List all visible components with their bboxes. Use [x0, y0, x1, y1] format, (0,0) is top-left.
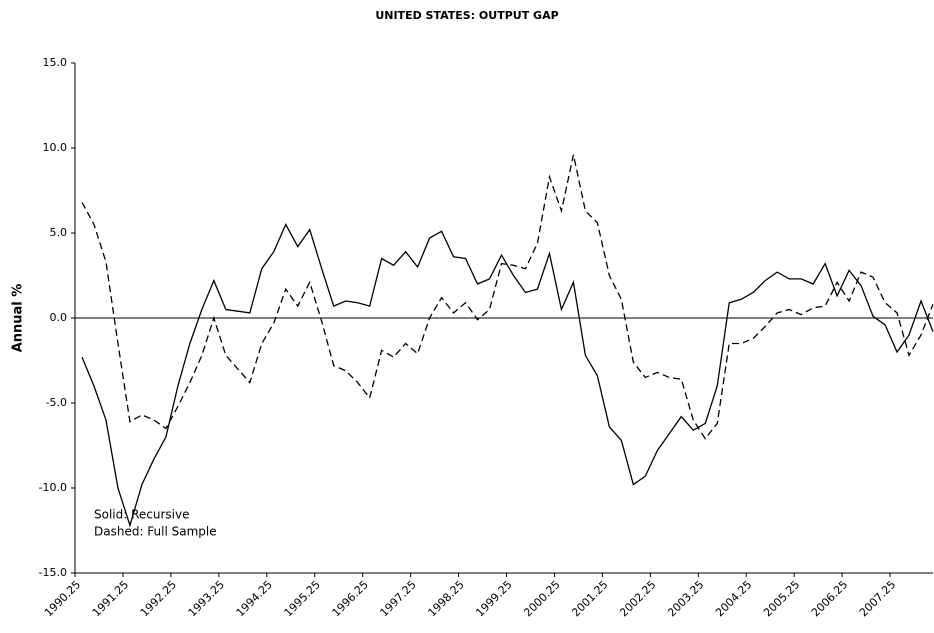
x-tick-label: 2006.25 [809, 578, 850, 619]
chart-title: UNITED STATES: OUTPUT GAP [375, 9, 558, 22]
y-tick-label: -10.0 [39, 481, 67, 494]
x-tick-label: 1996.25 [330, 578, 371, 619]
x-tick-label: 2005.25 [761, 578, 802, 619]
x-tick-label: 1993.25 [186, 578, 227, 619]
x-tick-label: 1991.25 [90, 578, 131, 619]
y-axis-label: Annual % [11, 284, 26, 353]
line-series [81, 223, 934, 528]
x-tick-label: 1995.25 [282, 578, 323, 619]
x-tick-label: 1999.25 [473, 578, 514, 619]
x-tick-label: 1992.25 [138, 578, 179, 619]
x-tick-label: 1990.25 [42, 578, 83, 619]
y-tick-label: -15.0 [39, 566, 67, 579]
x-tick-label: 1998.25 [425, 578, 466, 619]
y-tick-label: -5.0 [46, 396, 67, 409]
y-tick-label: 15.0 [43, 56, 68, 69]
annotation: Solid: Recursive [94, 508, 190, 522]
x-tick-label: 2003.25 [665, 578, 706, 619]
y-tick-label: 10.0 [43, 141, 68, 154]
x-tick-label: 2002.25 [617, 578, 658, 619]
x-tick-label: 1997.25 [377, 578, 418, 619]
x-tick-label: 2004.25 [713, 578, 754, 619]
y-tick-label: 5.0 [50, 226, 68, 239]
annotation: Dashed: Full Sample [94, 525, 217, 539]
y-tick-label: 0.0 [50, 311, 68, 324]
x-tick-label: 2007.25 [857, 578, 898, 619]
x-tick-label: 1994.25 [234, 578, 275, 619]
x-tick-label: 2000.25 [521, 578, 562, 619]
x-tick-label: 2001.25 [569, 578, 610, 619]
line-series [81, 154, 934, 440]
